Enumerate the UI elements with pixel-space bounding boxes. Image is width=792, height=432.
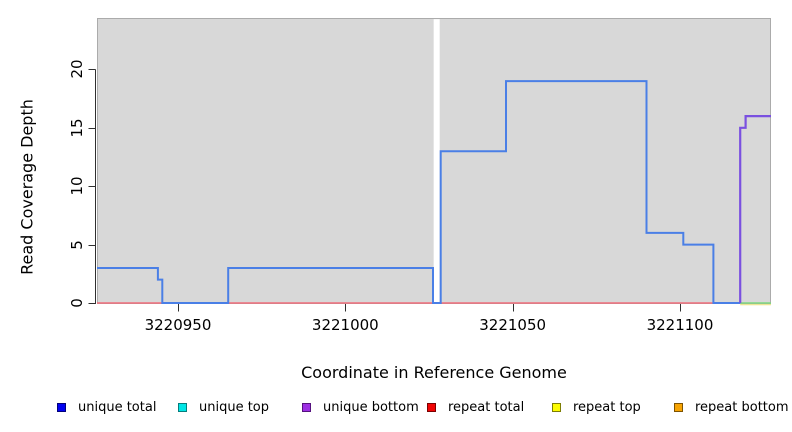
y-axis-title: Read Coverage Depth: [17, 99, 37, 275]
legend-item-repeat-total: repeat total: [427, 399, 524, 415]
reference-gap: [433, 19, 440, 303]
legend-label: unique top: [199, 399, 270, 415]
legend-label: repeat total: [448, 399, 525, 415]
legend-item-unique-total: unique total: [57, 399, 156, 415]
legend-swatch-unique-bottom: [302, 402, 311, 412]
legend-swatch-unique-top: [178, 402, 187, 412]
legend-label: unique bottom: [323, 399, 419, 415]
legend-item-unique-top: unique top: [178, 399, 269, 415]
legend-label: unique total: [78, 399, 157, 415]
legend-swatch-repeat-total: [427, 402, 436, 412]
series-unique-total: [97, 80, 741, 304]
legend: unique total unique top unique bottom re…: [0, 399, 792, 417]
series-unique-bottom: [739, 114, 771, 303]
x-axis-title: Coordinate in Reference Genome: [301, 363, 567, 382]
legend-item-repeat-top: repeat top: [552, 399, 641, 415]
legend-swatch-unique-total: [57, 402, 66, 412]
legend-label: repeat top: [573, 399, 641, 415]
legend-swatch-repeat-bottom: [674, 402, 683, 412]
legend-item-unique-bottom: unique bottom: [302, 399, 419, 415]
legend-swatch-repeat-top: [552, 402, 561, 412]
legend-item-repeat-bottom: repeat bottom: [674, 399, 789, 415]
legend-label: repeat bottom: [695, 399, 789, 415]
